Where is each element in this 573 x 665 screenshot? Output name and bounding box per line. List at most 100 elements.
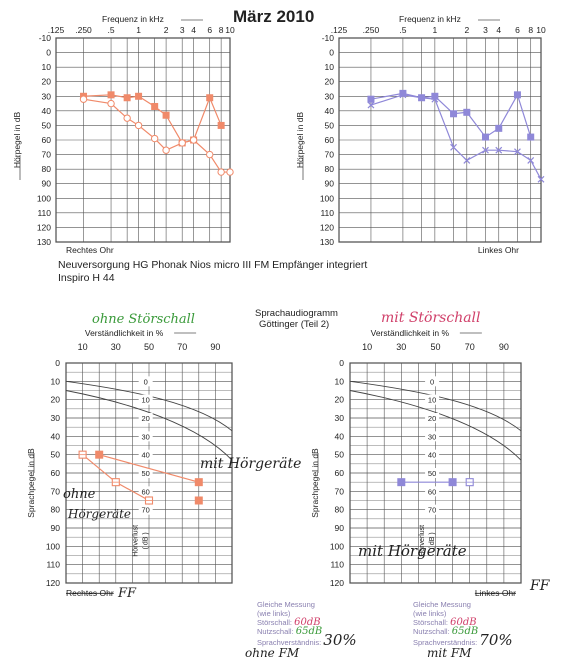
stamp-left-stoer-value: 60dB [294, 617, 321, 628]
left-pt-ytick: 110 [320, 208, 334, 218]
right-sp-ytick: 10 [51, 376, 61, 386]
left-pt-unaided-point [537, 175, 545, 183]
hand-ohne-stoerschall: ohne Störschall [92, 312, 195, 327]
left-sp-xtick: 10 [362, 342, 372, 352]
left-pt-unaided-point [367, 101, 375, 109]
right-pt-xtick: 1 [136, 25, 141, 35]
right-pt-ytick: 60 [42, 135, 52, 145]
stamp-left-line1: Gleiche Messung [257, 600, 315, 609]
stamp-left-nutz-value: 65dB [295, 626, 323, 637]
stamp-right: Gleiche Messung (wie links) Störschall: … [413, 600, 513, 648]
stamp-left-verst-value: 30% [323, 631, 357, 649]
hand-hoergeraete: Hörgeräte [68, 507, 132, 521]
right-pt-ytick: 0 [46, 48, 51, 58]
right-pt-unaided-point [107, 99, 115, 108]
right-pt-ytick: 90 [42, 179, 52, 189]
left-pt-ytick: 30 [325, 91, 335, 101]
left-pt-xtick: 4 [496, 25, 501, 35]
right-pt-unaided-point [162, 146, 170, 154]
left-pt-ytick: 70 [325, 150, 335, 160]
page-title: März 2010 [233, 7, 315, 26]
left-sp-inner-tick: 20 [428, 414, 436, 423]
left-sp-ytick: 90 [335, 523, 345, 533]
right-pure-tone-chart [19, 19, 234, 243]
left-pt-xtick: 1 [432, 25, 437, 35]
left-sp-inner-tick: 10 [428, 396, 436, 405]
left-pt-unaided-point [514, 148, 521, 156]
stamp-left-stoer-label: Störschall: [257, 618, 293, 627]
right-sp-xlabel: Verständlichkeit in % [85, 328, 164, 338]
left-sp-ytick: 0 [339, 358, 344, 368]
stamp-right-verst-label: Sprachverständnis: [413, 638, 478, 647]
right-sp-inner-tick: 10 [142, 396, 150, 405]
right-pt-ytick: 10 [42, 62, 52, 72]
left-pt-xtick: 3 [483, 25, 488, 35]
left-pt-ytick: 130 [320, 237, 334, 247]
left-sp-ytick: 40 [335, 431, 345, 441]
right-sp-ytick: 90 [51, 523, 61, 533]
left-pt-unaided-point [495, 146, 503, 154]
right-pt-unaided-point [178, 139, 186, 147]
left-pt-aided-point [399, 89, 407, 97]
right-sp-aided-line [99, 454, 199, 483]
right-sp-inner-tick: 50 [142, 469, 150, 478]
right-pt-ytick: 110 [37, 208, 51, 218]
right-pt-ytick: 130 [37, 237, 51, 247]
right-pt-ytick: 70 [42, 150, 52, 160]
left-pt-aided-point [482, 133, 489, 141]
left-sp-ytick: 110 [330, 560, 344, 570]
device-line: Neuversorgung HG Phonak Nios micro III F… [58, 259, 368, 271]
left-pt-unaided-point [450, 143, 457, 151]
right-speech-chart [33, 332, 233, 584]
right-sp-inner-tick: 30 [142, 432, 150, 441]
right-sp-inner-bg [138, 486, 153, 497]
left-pt-ytick: 50 [325, 120, 335, 130]
left-sp-inner-bg [425, 449, 440, 460]
stamp-left-verst-label: Sprachverständnis: [257, 638, 322, 647]
left-speech-chart [317, 332, 522, 584]
left-sp-xlabel: Verständlichkeit in % [371, 328, 450, 338]
right-pt-ytick: -10 [39, 33, 52, 43]
right-pt-ytick: 20 [42, 77, 52, 87]
right-pt-aided-point [217, 121, 225, 129]
right-sp-ytick: 80 [51, 505, 61, 515]
right-pt-xlabel: Frequenz in kHz [102, 14, 164, 24]
right-sp-inner-tick: 60 [142, 487, 150, 496]
left-pt-ytick: 20 [325, 77, 335, 87]
right-pt-unaided-point [79, 95, 88, 103]
right-sp-aided-extra-point [194, 496, 203, 505]
left-sp-inner-tick: 40 [428, 451, 436, 460]
right-sp-inner-bg [138, 449, 153, 460]
left-pt-xtick: 8 [528, 25, 533, 35]
right-pt-footer: Rechtes Ohr [66, 245, 114, 255]
stamp-right-line2: (wie links) [413, 609, 447, 618]
right-pt-unaided-point [226, 168, 234, 176]
left-sp-ylabel: Sprachpegel in dB [310, 448, 320, 518]
left-sp-xtick: 30 [396, 342, 406, 352]
left-pt-xlabel: Frequenz in kHz [399, 14, 461, 24]
right-sp-xtick: 10 [78, 342, 88, 352]
right-sp-xtick: 70 [177, 342, 187, 352]
right-pt-xtick: 3 [180, 25, 185, 35]
right-sp-inner-tick: 0 [144, 377, 148, 386]
left-sp-xtick: 50 [430, 342, 440, 352]
stamp-right-stoer-value: 60dB [450, 617, 477, 628]
right-sp-xtick: 90 [210, 342, 220, 352]
right-sp-xtick: 30 [111, 342, 121, 352]
right-pt-xtick: 8 [219, 25, 224, 35]
left-sp-ytick: 60 [335, 468, 345, 478]
right-pt-ytick: 30 [42, 91, 52, 101]
left-sp-ytick: 80 [335, 505, 345, 515]
right-pt-xtick: 2 [164, 25, 169, 35]
stamp-right-stoer-label: Störschall: [413, 618, 449, 627]
right-pt-xtick: .125 [48, 25, 65, 35]
right-pt-xtick: .250 [75, 25, 92, 35]
left-sp-xtick: 70 [465, 342, 475, 352]
right-sp-ylabel: Sprachpegel in dB [26, 448, 36, 518]
right-sp-ytick: 100 [46, 541, 60, 551]
left-sp-ytick: 20 [335, 395, 345, 405]
right-pt-unaided-point [217, 168, 225, 176]
left-pt-ytick: 0 [329, 48, 334, 58]
stamp-right-nutz-label: Nutzschall: [413, 627, 450, 636]
